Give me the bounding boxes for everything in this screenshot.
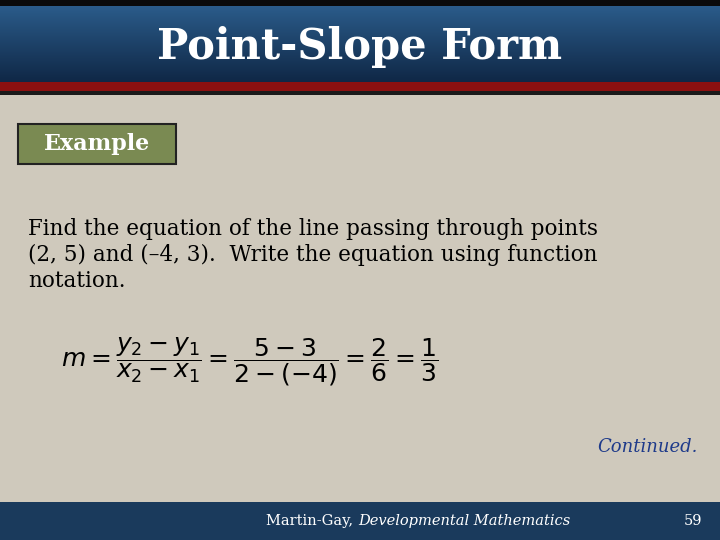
Bar	[0, 0, 720, 6]
Text: Continued.: Continued.	[598, 438, 698, 456]
Text: Developmental Mathematics: Developmental Mathematics	[358, 514, 570, 528]
Bar	[0, 91, 720, 95]
Text: Point-Slope Form: Point-Slope Form	[158, 26, 562, 68]
Text: $m = \dfrac{y_2 - y_1}{x_2 - x_1} = \dfrac{5 - 3}{2 - (-4)} = \dfrac{2}{6} = \df: $m = \dfrac{y_2 - y_1}{x_2 - x_1} = \dfr…	[61, 335, 438, 388]
Text: Martin-Gay,: Martin-Gay,	[266, 514, 358, 528]
Bar	[18, 124, 176, 164]
Text: notation.: notation.	[28, 270, 125, 292]
Text: Example: Example	[44, 133, 150, 155]
Bar	[0, 82, 720, 91]
Text: (2, 5) and (–4, 3).  Write the equation using function: (2, 5) and (–4, 3). Write the equation u…	[28, 244, 598, 266]
Bar	[0, 89, 720, 502]
Bar	[0, 502, 720, 540]
Text: Find the equation of the line passing through points: Find the equation of the line passing th…	[28, 218, 598, 240]
Text: 59: 59	[683, 514, 702, 528]
